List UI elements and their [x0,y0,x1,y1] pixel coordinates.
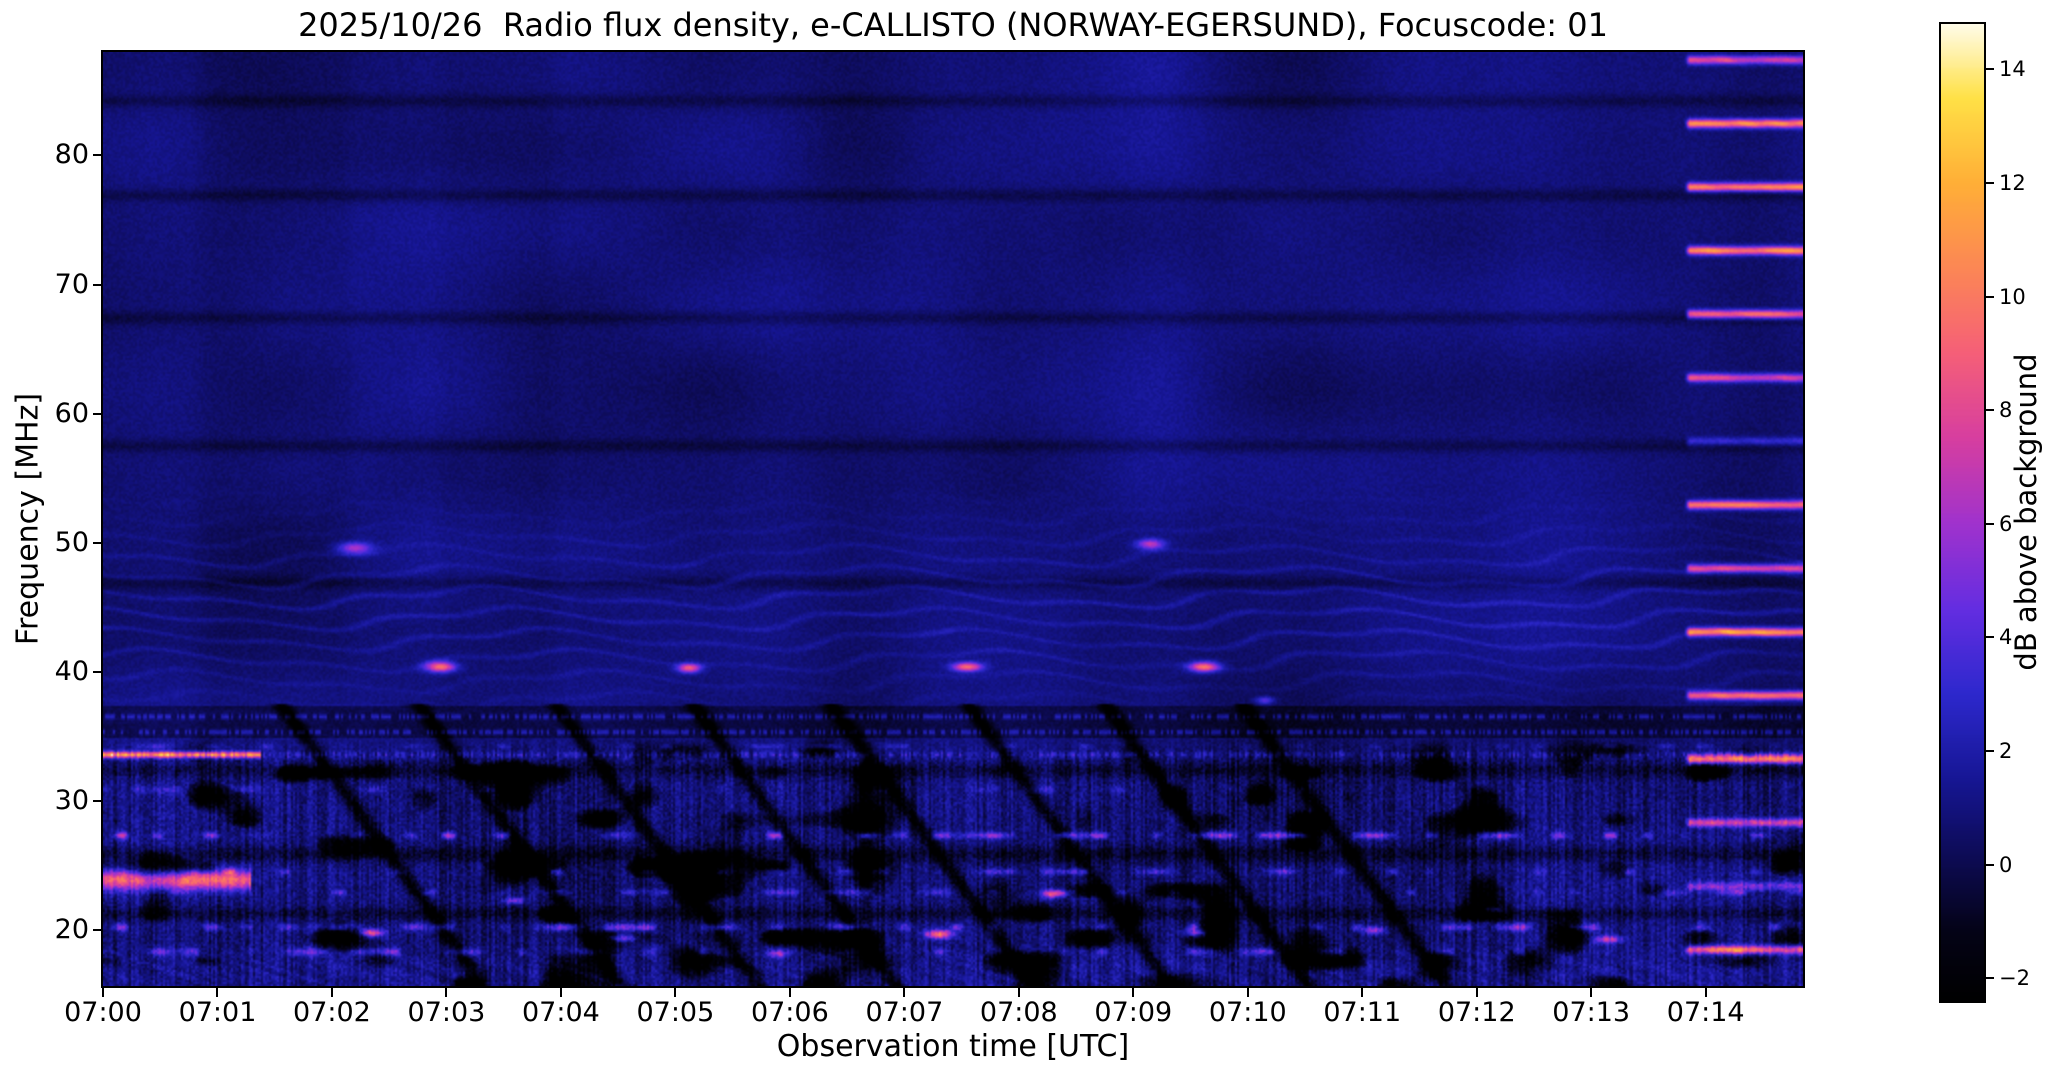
x-tick-mark [788,988,791,997]
chart-title: 2025/10/26 Radio flux density, e-CALLIST… [298,6,1608,44]
y-tick-mark [93,800,101,803]
y-tick-mark [93,541,101,544]
colorbar-tick-label: 12 [1999,171,2026,196]
x-tick-label: 07:11 [1323,997,1402,1028]
x-axis-label: Observation time [UTC] [776,1029,1130,1064]
colorbar-tick-label: 2 [1999,739,2013,764]
colorbar-tick-label: 10 [1999,284,2026,309]
y-tick-label: 70 [54,268,89,300]
x-tick-mark [674,988,677,997]
x-tick-mark [1704,988,1707,997]
y-tick-label: 80 [54,139,89,171]
x-tick-mark [102,988,104,997]
colorbar [1939,22,1986,1003]
x-tick-mark [1475,988,1478,997]
x-tick-label: 07:08 [979,997,1058,1028]
colorbar-tick-mark [1986,68,1994,71]
x-tick-mark [1017,988,1020,997]
colorbar-tick-label: 6 [1999,511,2013,536]
colorbar-tick-mark [1986,636,1994,639]
x-tick-label: 07:12 [1437,997,1516,1028]
colorbar-tick-mark [1986,863,1994,866]
y-tick-label: 20 [54,914,89,946]
y-tick-mark [93,283,101,286]
colorbar-tick-mark [1986,750,1994,753]
colorbar-tick-label: 4 [1999,625,2013,650]
x-tick-mark [1590,988,1593,997]
y-tick-label: 40 [54,656,89,688]
x-tick-mark [1361,988,1364,997]
colorbar-tick-mark [1986,409,1994,412]
x-tick-label: 07:10 [1208,997,1287,1028]
x-tick-label: 07:05 [636,997,715,1028]
colorbar-tick-mark [1986,295,1994,298]
x-tick-label: 07:03 [407,997,486,1028]
x-tick-mark [559,988,562,997]
x-tick-label: 07:07 [865,997,944,1028]
colorbar-tick-mark [1986,182,1994,185]
y-axis-label: Frequency [MHz] [10,392,46,646]
x-tick-mark [216,988,219,997]
x-tick-mark [903,988,906,997]
colorbar-tick-mark [1986,977,1994,980]
x-tick-label: 07:01 [178,997,257,1028]
x-tick-label: 07:00 [64,997,142,1028]
x-tick-mark [330,988,333,997]
x-tick-mark [445,988,448,997]
y-tick-label: 30 [54,785,89,817]
x-tick-label: 07:06 [750,997,829,1028]
x-tick-label: 07:02 [293,997,371,1028]
colorbar-tick-label: −2 [1999,966,2030,991]
y-tick-label: 60 [54,397,89,429]
y-tick-label: 50 [54,526,89,558]
x-tick-label: 07:09 [1094,997,1173,1028]
x-tick-label: 07:13 [1552,997,1631,1028]
colorbar-tick-mark [1986,522,1994,525]
x-tick-label: 07:14 [1666,997,1745,1028]
colorbar-tick-label: 8 [1999,398,2013,423]
x-tick-mark [1132,988,1135,997]
y-tick-mark [93,671,101,674]
colorbar-label: dB above background [2009,353,2043,671]
y-tick-mark [93,929,101,932]
x-tick-mark [1246,988,1249,997]
spectrogram-canvas [101,50,1805,988]
x-tick-label: 07:04 [522,997,600,1028]
colorbar-tick-label: 0 [1999,852,2013,877]
colorbar-tick-label: 14 [1999,57,2026,82]
y-tick-mark [93,154,101,157]
y-tick-mark [93,412,101,415]
